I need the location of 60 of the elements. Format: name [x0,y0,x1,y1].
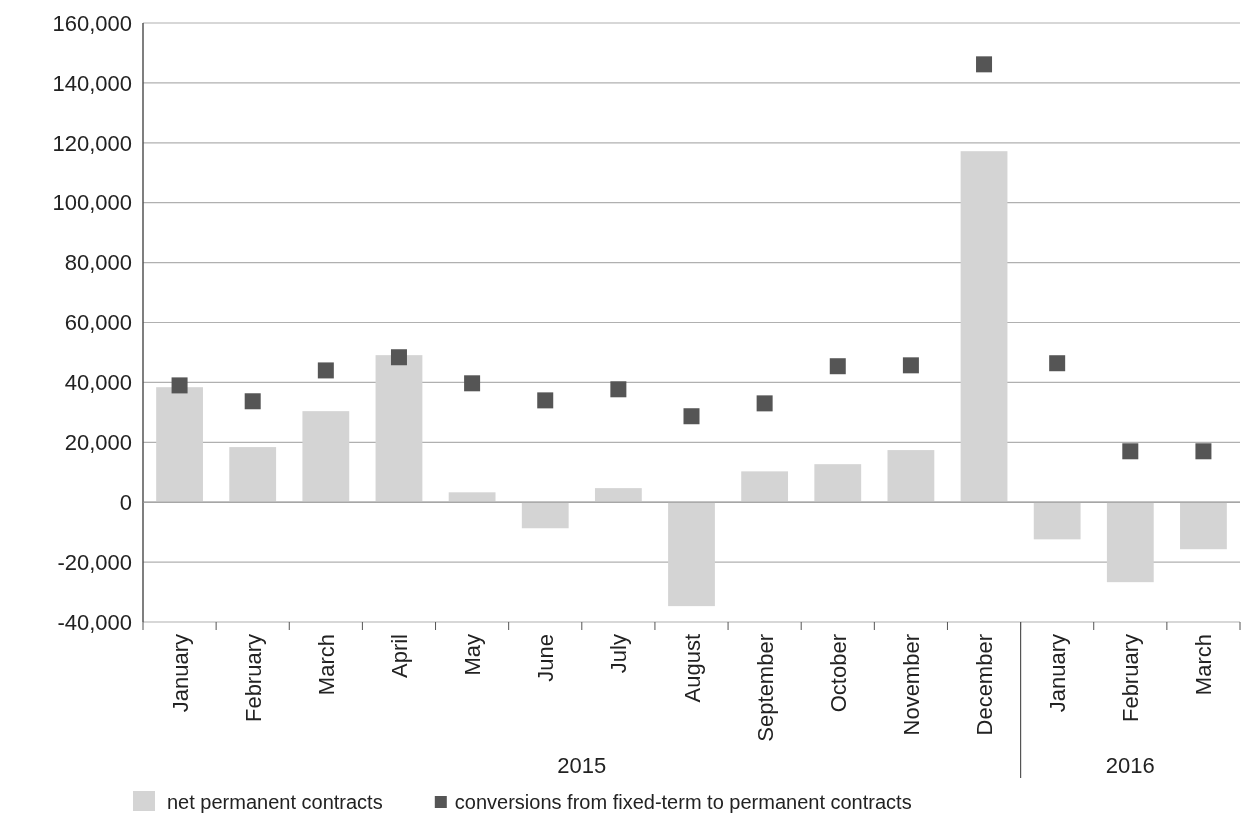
y-tick-label: 40,000 [64,370,132,396]
y-tick-label: 120,000 [52,130,132,156]
bar [156,387,203,503]
point [610,381,627,398]
y-tick-label: 0 [119,489,132,515]
bar [1033,502,1081,540]
bar [1180,502,1227,550]
x-tick-label: May [460,634,486,676]
point [244,393,261,410]
bar [960,151,1008,503]
bar [741,471,789,503]
bar [814,464,862,503]
y-tick-label: 140,000 [52,70,132,96]
point [1049,355,1066,372]
y-tick-label: -20,000 [57,549,132,575]
bar [448,492,496,503]
bar [521,502,569,529]
point [829,358,846,375]
point [756,395,773,412]
y-tick-label: -40,000 [57,609,132,635]
x-tick-label: March [1191,634,1217,696]
y-tick-label: 20,000 [64,430,132,455]
point [537,392,554,409]
x-tick-label: October [825,634,851,713]
bar [229,447,277,503]
point [317,362,334,379]
y-tick-label: 100,000 [52,190,132,216]
point [1122,443,1139,460]
x-tick-label: January [1045,634,1071,713]
x-tick-label: December [972,634,998,736]
x-tick-label: February [240,634,266,723]
point [171,377,188,394]
x-tick-label: March [313,634,339,696]
point [976,56,993,73]
x-tick-label: January [167,634,193,713]
point [683,408,700,425]
legend-label: net permanent contracts [167,791,383,813]
point [902,357,919,374]
x-tick-label: August [679,634,705,703]
bar [1106,502,1154,583]
point [1195,443,1212,460]
bar [594,488,642,503]
x-tick-label: September [752,634,778,742]
bar [887,450,935,503]
y-tick-label: 80,000 [64,250,132,276]
y-tick-label: 60,000 [64,310,132,336]
bar [668,502,715,607]
x-tick-label: June [533,634,559,682]
bar [302,411,350,503]
legend-label: conversions from fixed-term to permanent contracts [454,791,912,813]
y-tick-label: 160,000 [52,10,132,36]
text: 2015 [557,753,607,778]
point [464,375,481,392]
bar [375,355,423,503]
point [390,349,407,366]
x-tick-label: July [606,634,632,674]
x-tick-label: February [1118,634,1144,723]
text: 2016 [1105,753,1155,778]
x-tick-label: November [898,634,924,736]
x-tick-label: April [386,634,412,679]
